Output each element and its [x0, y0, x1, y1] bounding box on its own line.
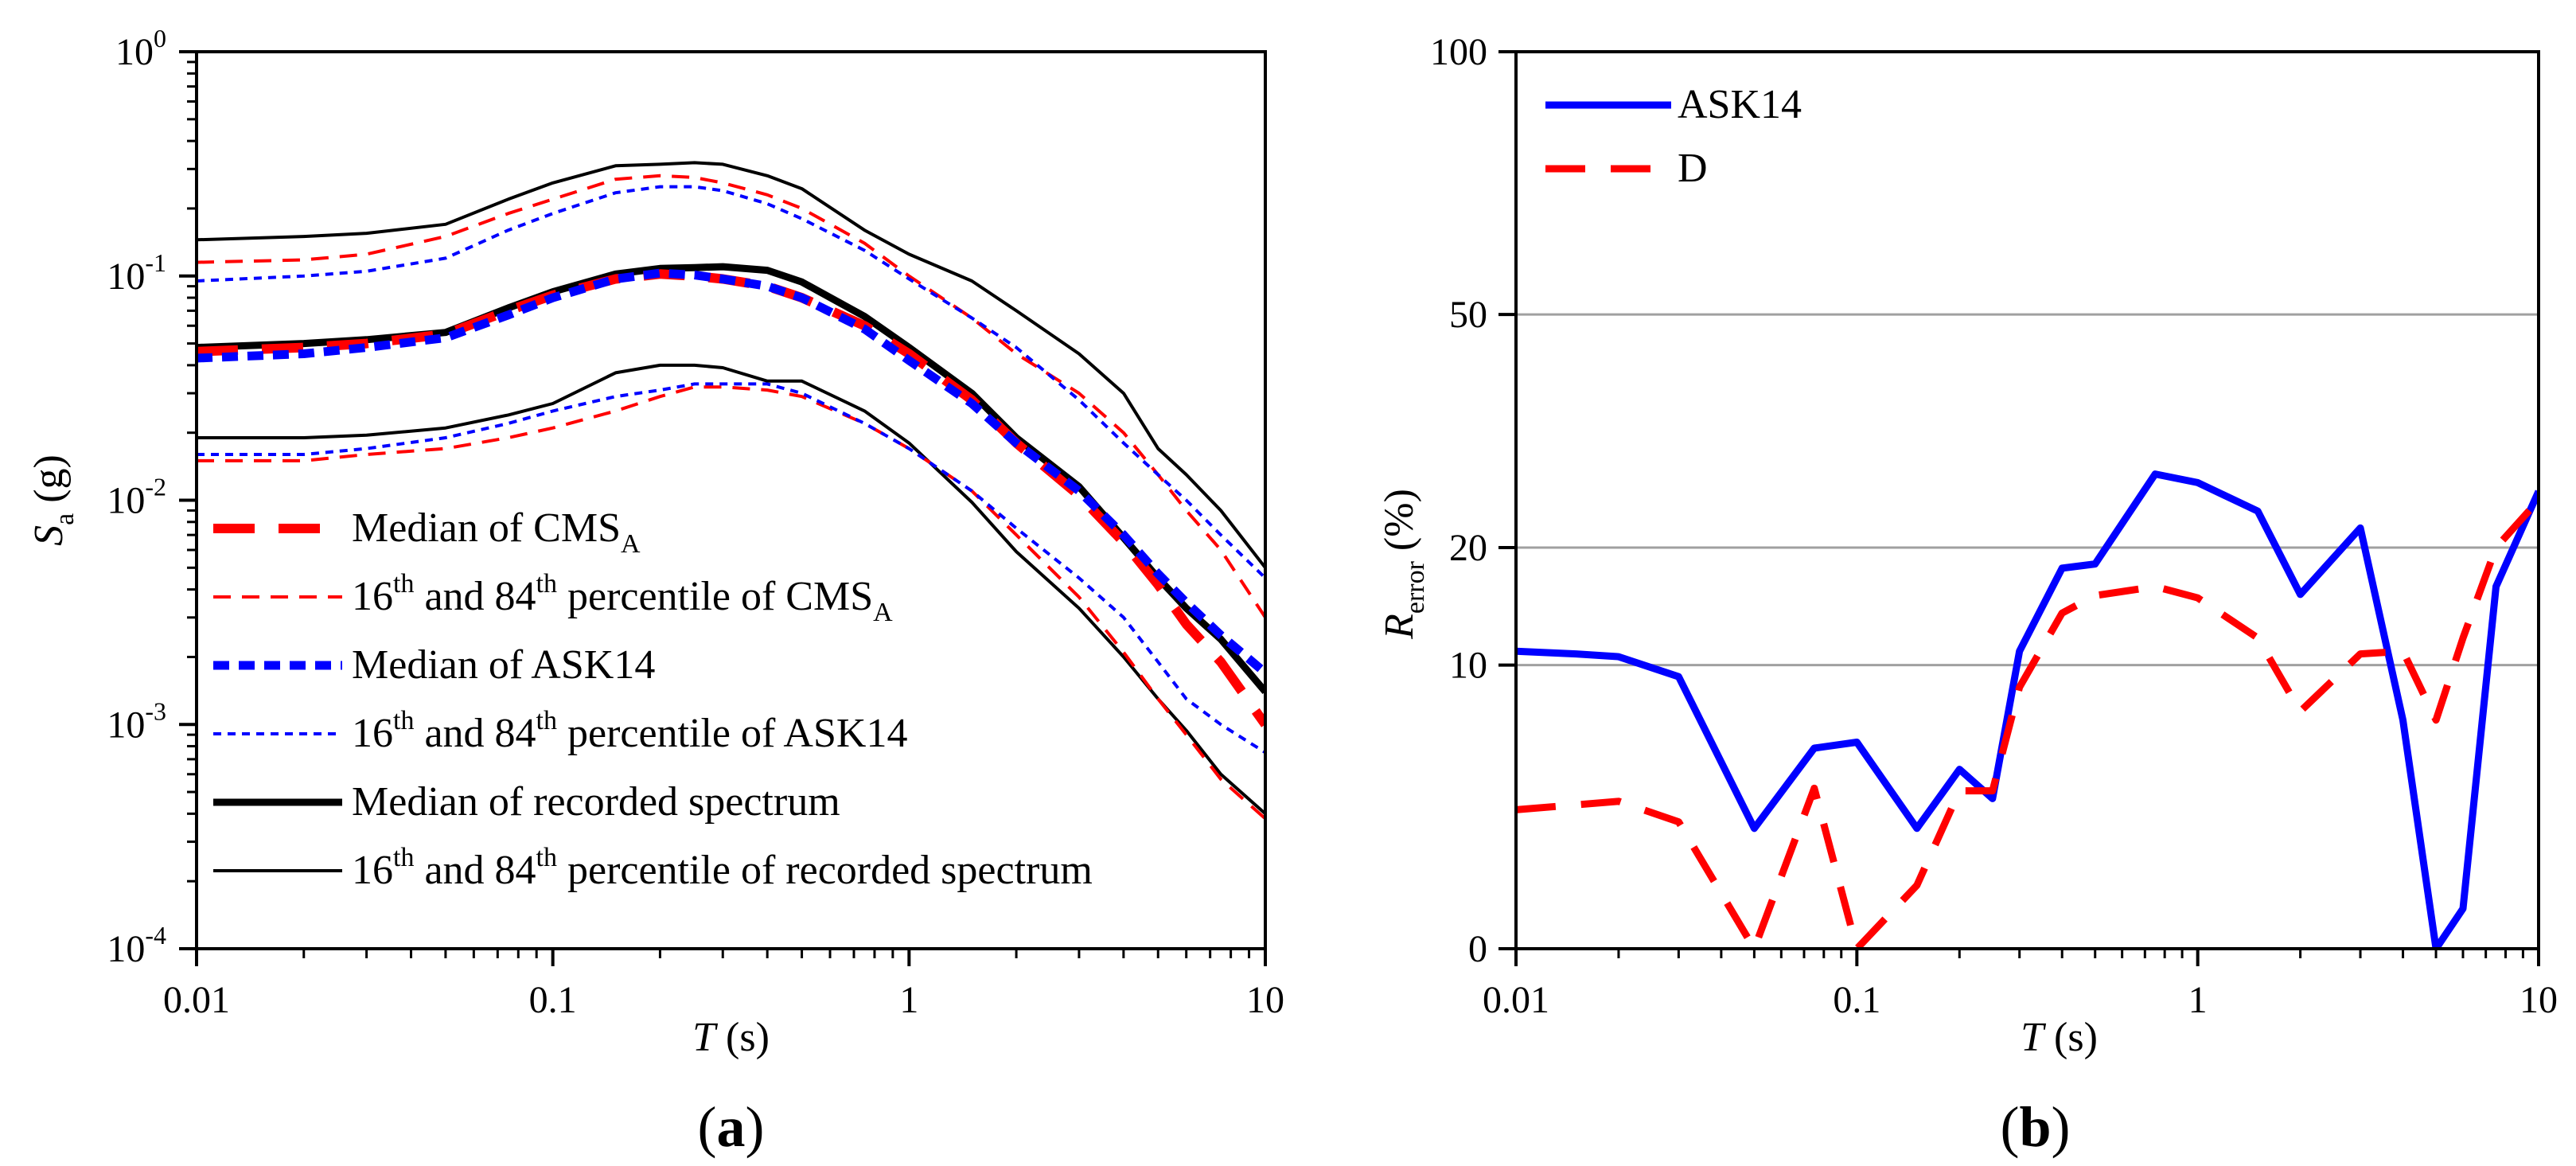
x-tick-label: 0.01 [1483, 979, 1549, 1021]
legend-label: Median of ASK14 [352, 642, 655, 688]
panel-a: 0.01 0.1 1 10 100 10-1 10-2 10-3 10-4 T (s) Sa (g)… [26, 24, 1284, 1159]
y-axis-title: Sa (g) [26, 454, 80, 546]
legend-label: 16th and 84th percentile of ASK14 [352, 706, 907, 756]
y-tick-label: 10-4 [107, 921, 166, 970]
series-line-recorded-84th [197, 161, 1265, 569]
y-tick-label: 0 [1468, 928, 1487, 970]
legend-label: D [1678, 146, 1708, 191]
x-tick-label: 0.1 [529, 979, 577, 1021]
x-axis-title: T (s) [2021, 1015, 2098, 1060]
series-line-ASK14 [1516, 470, 2539, 949]
series-line-cms-16th [197, 385, 1265, 821]
y-tick-label: 10 [1449, 645, 1487, 687]
y-axis-title: Rerror (%) [1377, 489, 1430, 640]
y-tick-label: 10-2 [107, 473, 166, 522]
legend-label: ASK14 [1678, 82, 1802, 127]
series-line-D [1516, 497, 2539, 949]
panel-a-legend: Median of CMSA 16th and 84th percentile o… [213, 505, 1093, 893]
series-line-cms-84th [197, 174, 1265, 618]
panel-a-series [197, 161, 1265, 821]
x-tick-label: 10 [2519, 979, 2558, 1021]
x-tick-label: 1 [2188, 979, 2208, 1021]
panel-b-series [1516, 470, 2539, 949]
panel-b-legend: ASK14 D [1545, 82, 1802, 191]
y-tick-label: 10-3 [107, 696, 166, 746]
series-line-recorded-median [197, 263, 1265, 695]
x-tick-label: 10 [1246, 979, 1284, 1021]
y-tick-label: 20 [1449, 527, 1487, 569]
x-axis-title: T (s) [692, 1015, 770, 1060]
legend-label: Median of CMSA [352, 505, 641, 559]
x-tick-label: 1 [899, 979, 918, 1021]
y-tick-label: 50 [1449, 294, 1487, 336]
y-tick-label: 100 [115, 24, 166, 73]
legend-label: 16th and 84th percentile of CMSA [352, 569, 893, 627]
series-line-ask14-16th [197, 382, 1265, 755]
legend-label: 16th and 84th percentile of recorded spe… [352, 843, 1093, 893]
legend-label: Median of recorded spectrum [352, 779, 840, 825]
panel-b-caption: (b) [2000, 1095, 2070, 1159]
y-tick-label: 10-1 [107, 248, 166, 298]
y-tick-label: 100 [1430, 31, 1487, 73]
panel-a-caption: (a) [698, 1095, 765, 1159]
x-tick-label: 0.1 [1833, 979, 1880, 1021]
series-line-ask14-median [197, 268, 1265, 677]
series-line-ask14-84th [197, 185, 1265, 579]
panel-b-plot-frame [1514, 50, 2540, 950]
x-tick-label: 0.01 [163, 979, 230, 1021]
